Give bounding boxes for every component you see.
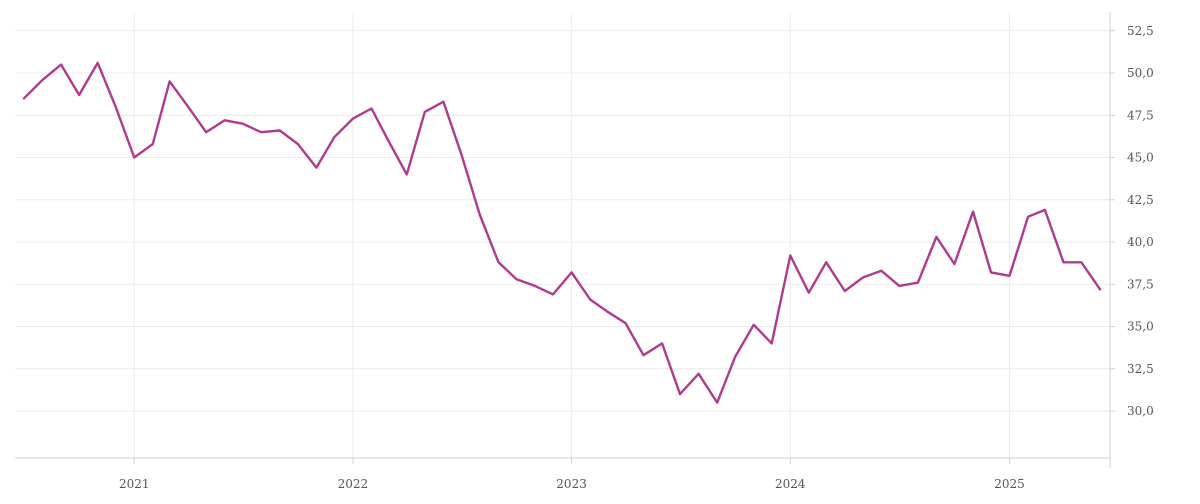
- data-point: [679, 393, 681, 395]
- data-point: [114, 106, 116, 108]
- data-point: [96, 62, 98, 64]
- data-point: [152, 143, 154, 145]
- x-tick-label: 2024: [775, 477, 806, 491]
- data-point: [315, 166, 317, 168]
- series-line: [22, 61, 1102, 404]
- data-point: [642, 354, 644, 356]
- data-point: [1062, 261, 1064, 263]
- data-point: [898, 285, 900, 287]
- data-point: [515, 278, 517, 280]
- x-tick-label: 2021: [119, 477, 150, 491]
- x-tick-label: 2023: [556, 477, 587, 491]
- data-point: [260, 131, 262, 133]
- data-point: [460, 153, 462, 155]
- data-point: [552, 293, 554, 295]
- data-point: [570, 271, 572, 273]
- data-point: [697, 373, 699, 375]
- data-point: [23, 97, 25, 99]
- y-tick-label: 42,5: [1127, 193, 1154, 207]
- y-tick-label: 37,5: [1127, 277, 1154, 291]
- data-point: [187, 106, 189, 108]
- x-tick-label: 2022: [338, 477, 369, 491]
- data-point: [1099, 288, 1101, 290]
- data-point: [479, 214, 481, 216]
- data-point: [862, 276, 864, 278]
- data-point: [534, 285, 536, 287]
- data-point: [297, 143, 299, 145]
- data-point: [133, 156, 135, 158]
- data-point: [935, 236, 937, 238]
- data-point: [589, 298, 591, 300]
- y-tick-label: 30,0: [1127, 404, 1154, 418]
- data-point: [825, 261, 827, 263]
- y-tick-label: 47,5: [1127, 108, 1154, 122]
- data-point: [60, 63, 62, 65]
- data-point: [205, 131, 207, 133]
- data-point: [406, 173, 408, 175]
- label-layer: 30,0 32,5 35,0 37,5 40,0 42,5 45,0 47,5 50,0 52,5…: [119, 24, 1154, 491]
- data-point: [844, 290, 846, 292]
- data-point: [370, 107, 372, 109]
- data-point: [972, 210, 974, 212]
- data-point: [497, 261, 499, 263]
- grid-layer: [15, 12, 1110, 458]
- data-point: [953, 263, 955, 265]
- data-point: [753, 324, 755, 326]
- data-point: [990, 271, 992, 273]
- data-point: [1008, 275, 1010, 277]
- data-point: [387, 139, 389, 141]
- data-point: [78, 94, 80, 96]
- data-point: [1027, 215, 1029, 217]
- y-tick-label: 45,0: [1127, 151, 1154, 165]
- data-point: [442, 101, 444, 103]
- y-tick-label: 35,0: [1127, 320, 1154, 334]
- data-point: [241, 123, 243, 125]
- data-point: [770, 342, 772, 344]
- data-point: [424, 111, 426, 113]
- data-point: [808, 292, 810, 294]
- data-point: [41, 79, 43, 81]
- data-point: [917, 281, 919, 283]
- axis-layer: [15, 12, 1115, 468]
- data-point: [880, 270, 882, 272]
- data-point: [606, 310, 608, 312]
- y-tick-label: 50,0: [1127, 66, 1154, 80]
- data-point: [661, 342, 663, 344]
- data-point: [224, 119, 226, 121]
- data-point: [734, 356, 736, 358]
- y-tick-label: 52,5: [1127, 24, 1154, 38]
- data-point: [624, 322, 626, 324]
- data-point: [333, 136, 335, 138]
- data-point: [1080, 261, 1082, 263]
- data-point: [168, 80, 170, 82]
- x-tick-label: 2025: [994, 477, 1025, 491]
- y-tick-label: 32,5: [1127, 362, 1154, 376]
- data-point: [789, 254, 791, 256]
- data-point: [716, 401, 718, 403]
- data-point: [352, 117, 354, 119]
- data-point: [279, 129, 281, 131]
- y-tick-label: 40,0: [1127, 235, 1154, 249]
- series-layer: [22, 61, 1102, 404]
- data-point: [1044, 209, 1046, 211]
